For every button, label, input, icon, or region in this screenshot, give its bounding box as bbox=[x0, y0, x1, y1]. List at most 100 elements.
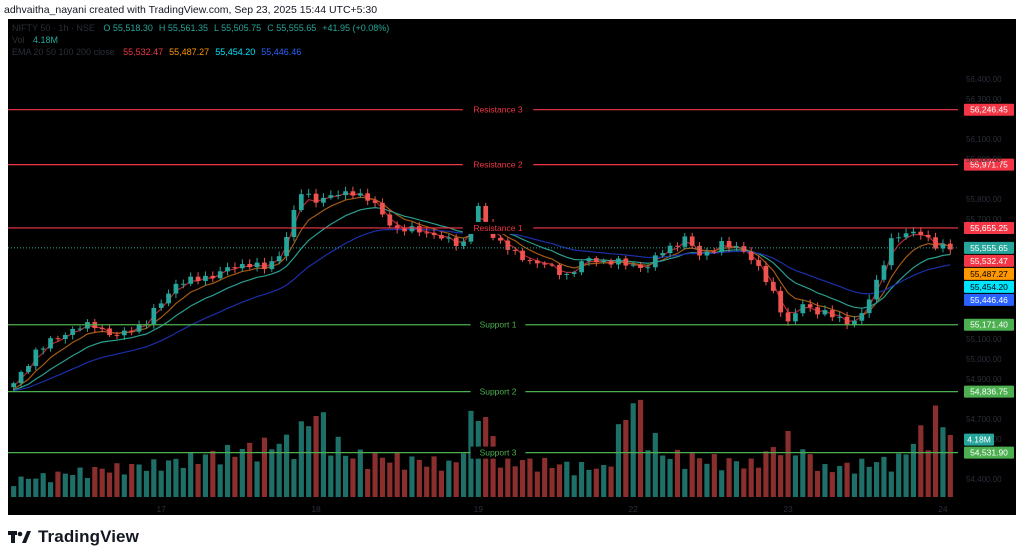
volume-bar bbox=[527, 458, 533, 497]
price-tag-label: 55,454.20 bbox=[970, 282, 1008, 292]
volume-bar bbox=[217, 464, 223, 497]
candle-body bbox=[129, 330, 135, 332]
volume-bar bbox=[143, 470, 150, 497]
candle-body bbox=[276, 256, 282, 262]
volume-tag-label: 4.18M bbox=[967, 435, 991, 445]
candle-body bbox=[210, 275, 216, 279]
level-label-bg bbox=[470, 318, 526, 331]
candle-body bbox=[667, 245, 673, 254]
candle-body bbox=[431, 232, 437, 236]
candle-body bbox=[483, 206, 489, 222]
candle-body bbox=[793, 313, 798, 322]
ema-100-line bbox=[13, 206, 951, 391]
candle-body bbox=[468, 227, 474, 242]
level-price-label: 55,171.40 bbox=[970, 320, 1008, 330]
candle-body bbox=[770, 282, 776, 291]
volume-bar bbox=[313, 415, 319, 497]
volume-bar bbox=[497, 467, 504, 497]
candle-body bbox=[704, 251, 710, 256]
legend-ma-value: 55,454.20 bbox=[215, 47, 256, 57]
candle-body bbox=[262, 262, 267, 270]
candle-body bbox=[247, 264, 253, 268]
time-tick-label: 17 bbox=[156, 504, 166, 514]
volume-bar bbox=[18, 476, 24, 497]
volume-bar bbox=[829, 472, 835, 497]
price-tag-label: 55,532.47 bbox=[970, 256, 1008, 266]
volume-bar bbox=[932, 405, 939, 497]
level-label: Resistance 3 bbox=[473, 105, 522, 115]
candle-body bbox=[269, 261, 275, 270]
level-label-bg bbox=[462, 158, 534, 171]
candle-body bbox=[365, 193, 371, 201]
price-tick-label: 56,000.00 bbox=[966, 155, 1002, 164]
volume-bar bbox=[910, 443, 917, 497]
volume-bar bbox=[556, 464, 563, 497]
candle-body bbox=[203, 275, 208, 281]
candle-body bbox=[475, 206, 481, 228]
candle-body bbox=[77, 328, 83, 330]
candle-body bbox=[239, 264, 245, 269]
tradingview-logo[interactable]: TradingView bbox=[8, 526, 139, 548]
price-chart[interactable]: Resistance 3 56,246.45 Resistance 2 55,971.… bbox=[8, 19, 1016, 515]
volume-bar bbox=[431, 456, 437, 497]
candle-body bbox=[711, 251, 717, 253]
level-price-tag bbox=[964, 221, 1014, 234]
volume-bar bbox=[512, 466, 518, 497]
price-tag bbox=[964, 241, 1014, 254]
candle-body bbox=[424, 232, 430, 234]
candle-body bbox=[940, 243, 946, 249]
volume-bar bbox=[55, 471, 61, 497]
candle-body bbox=[402, 228, 407, 232]
volume-bar bbox=[335, 436, 341, 497]
volume-bar bbox=[239, 448, 245, 497]
volume-bar bbox=[379, 457, 386, 497]
volume-bar bbox=[180, 467, 186, 497]
candle-body bbox=[888, 238, 894, 266]
time-tick-label: 18 bbox=[311, 504, 321, 514]
candle-body bbox=[586, 258, 592, 262]
volume-bar bbox=[291, 459, 297, 497]
volume-bar bbox=[674, 449, 681, 497]
candle-body bbox=[660, 253, 666, 256]
candle-body bbox=[719, 241, 725, 252]
volume-bar bbox=[682, 468, 688, 497]
candle-body bbox=[785, 312, 791, 322]
price-tick-label: 55,100.00 bbox=[966, 335, 1002, 344]
legend-ohlc-o: O 55,518.30 bbox=[103, 23, 153, 33]
candle-body bbox=[387, 214, 393, 226]
time-tick-label: 22 bbox=[628, 504, 638, 514]
volume-bar bbox=[416, 459, 422, 497]
volume-bar bbox=[623, 419, 629, 497]
volume-bar bbox=[719, 470, 725, 497]
volume-bar bbox=[372, 452, 378, 497]
volume-bar bbox=[822, 464, 828, 497]
volume-bar bbox=[276, 443, 282, 497]
volume-bar bbox=[711, 454, 717, 497]
price-tick-label: 55,700.00 bbox=[966, 215, 1002, 224]
level-label: Support 3 bbox=[480, 448, 517, 458]
candle-body bbox=[357, 193, 363, 196]
level-price-tag bbox=[964, 446, 1014, 459]
candle-body bbox=[380, 202, 385, 215]
legend-ohlc-l: L 55,505.75 bbox=[213, 23, 262, 33]
volume-bar bbox=[224, 444, 231, 497]
candle-body bbox=[343, 191, 348, 196]
price-tick-label: 55,000.00 bbox=[966, 355, 1002, 364]
volume-bar bbox=[158, 470, 164, 497]
candle-body bbox=[645, 267, 651, 269]
candle-body bbox=[638, 264, 643, 268]
candle-body bbox=[188, 276, 194, 284]
volume-bar bbox=[298, 421, 304, 497]
legend-ma-value: 55,487.27 bbox=[169, 47, 210, 57]
candle-body bbox=[254, 262, 260, 268]
candle-body bbox=[446, 237, 452, 239]
candle-body bbox=[217, 271, 223, 279]
volume-bar bbox=[763, 451, 769, 497]
chart-panel[interactable]: Resistance 3 56,246.45 Resistance 2 55,971.… bbox=[8, 19, 1016, 515]
volume-bar bbox=[726, 458, 732, 497]
candle-body bbox=[623, 258, 629, 266]
level-price-tag bbox=[964, 385, 1014, 398]
volume-bar bbox=[925, 450, 931, 497]
level-price-label: 56,246.45 bbox=[970, 105, 1008, 115]
volume-bar bbox=[84, 477, 91, 497]
